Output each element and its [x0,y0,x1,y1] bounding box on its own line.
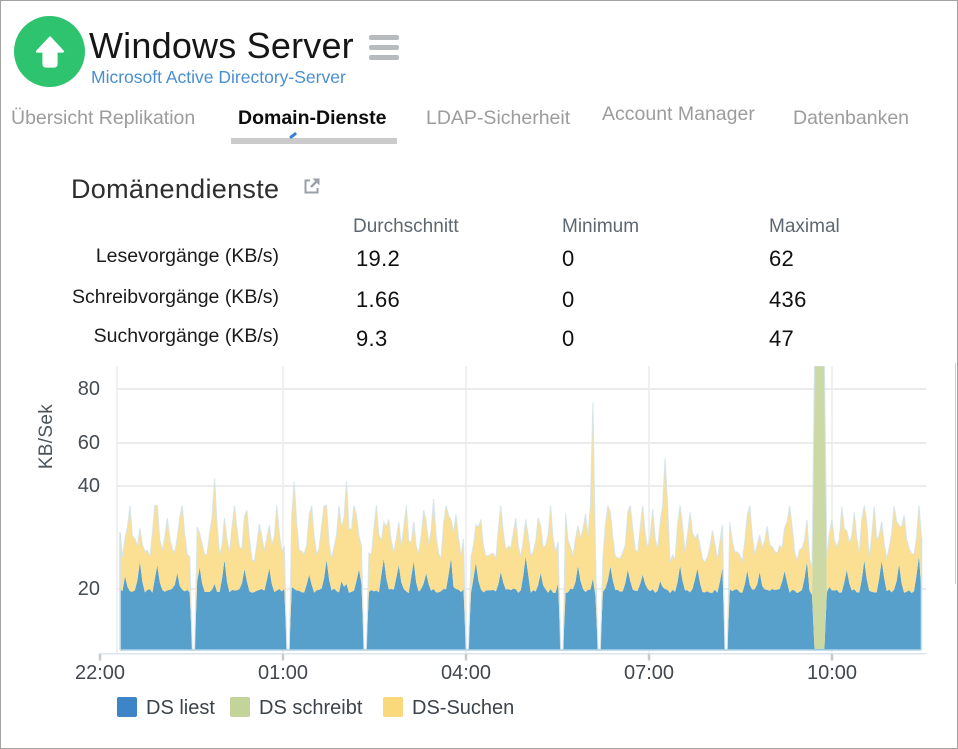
row-label-suchvorgaenge: Suchvorgänge (KB/s) [93,325,279,347]
legend-item-ds-suchen[interactable]: DS-Suchen [383,697,514,719]
legend-label: DS schreibt [259,697,363,719]
stat-value: 0 [562,326,575,351]
tab-domain-dienste[interactable]: Domain-Dienste [238,107,387,129]
row-label-lesevorgaenge: Lesevorgänge (KB/s) [95,245,279,267]
area-ds-suchen [120,366,922,650]
external-link-icon[interactable] [302,177,321,196]
x-tick-label: 22:00 [74,662,126,684]
stat-value: 62 [769,246,795,271]
x-tick-label: 04:00 [440,662,492,684]
stat-value: 9.3 [356,326,388,351]
x-tick-label: 07:00 [623,662,675,684]
stat-value: 1.66 [356,287,401,312]
y-tick-label: 40 [77,475,100,497]
tab-datenbanken[interactable]: Datenbanken [793,107,910,129]
legend-swatch-ds-liest [117,697,137,717]
column-header-durchschnitt: Durchschnitt [353,216,459,237]
x-tick-label: 01:00 [257,662,309,684]
legend-item-ds-liest[interactable]: DS liest [117,697,215,719]
stat-value: 0 [562,246,575,271]
page-title: Windows Server [89,25,354,66]
tab-uebersicht-replikation[interactable]: Übersicht Replikation [11,107,196,129]
area-ds-liest [120,556,922,650]
section-title: Domänendienste [71,174,280,204]
stat-value: 19.2 [356,246,401,271]
app-logo [14,16,85,87]
legend-item-ds-schreibt[interactable]: DS schreibt [230,697,362,719]
y-tick-label: 60 [77,432,100,454]
tab-account-manager[interactable]: Account Manager [602,103,755,125]
stat-value: 47 [769,326,795,351]
legend-label: DS-Suchen [412,697,515,719]
column-header-minimum: Minimum [562,216,640,237]
legend-swatch-ds-schreibt [230,697,250,717]
column-header-maximal: Maximal [769,216,840,237]
x-tick-label: 10:00 [806,662,858,684]
legend-label: DS liest [146,697,215,719]
y-tick-label: 20 [77,578,100,600]
legend-swatch-ds-suchen [383,697,403,717]
page-subtitle[interactable]: Microsoft Active Directory-Server [91,67,346,87]
hamburger-icon[interactable] [369,35,399,65]
y-tick-label: 80 [77,378,100,400]
stat-value: 436 [769,287,807,312]
arrow-up-icon [35,35,64,68]
tab-ldap-sicherheit[interactable]: LDAP-Sicherheit [426,107,571,129]
stat-value: 0 [562,287,575,312]
row-label-schreibvorgaenge: Schreibvorgänge (KB/s) [71,286,279,308]
active-tab-underline [231,138,397,144]
